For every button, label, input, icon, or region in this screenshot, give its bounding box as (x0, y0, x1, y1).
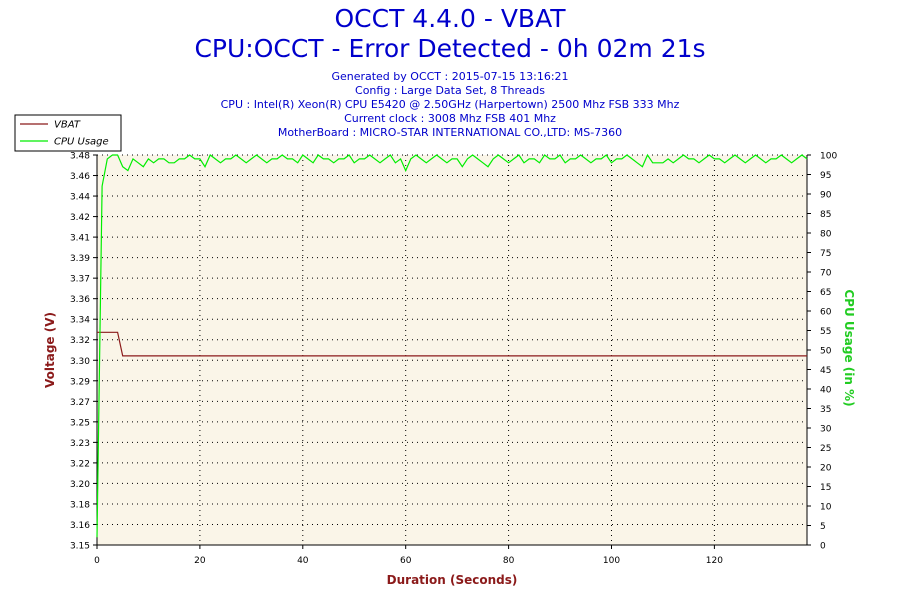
y-right-tick-label: 20 (820, 464, 832, 474)
y-left-tick-label: 3.23 (70, 439, 90, 449)
y-left-tick-label: 3.27 (70, 398, 90, 408)
y-axis-left-label: Voltage (V) (43, 312, 57, 388)
y-left-tick-label: 3.42 (70, 213, 90, 223)
y-left-tick-label: 3.36 (70, 295, 90, 305)
y-right-tick-label: 25 (820, 444, 831, 454)
info-generated: Generated by OCCT : 2015-07-15 13:16:21 (331, 70, 569, 83)
y-left-tick-label: 3.32 (70, 336, 90, 346)
y-left-tick-label: 3.37 (70, 275, 90, 285)
y-left-tick-label: 3.41 (70, 234, 90, 244)
y-right-tick-label: 50 (820, 347, 832, 357)
y-right-tick-label: 85 (820, 210, 831, 220)
chart-subtitle: CPU:OCCT - Error Detected - 0h 02m 21s (194, 34, 706, 63)
y-left-tick-label: 3.16 (70, 521, 90, 531)
y-right-tick-label: 75 (820, 249, 831, 259)
info-cpu: CPU : Intel(R) Xeon(R) CPU E5420 @ 2.50G… (220, 98, 680, 111)
series-line-vbat (97, 331, 807, 357)
y-right-tick-label: 60 (820, 308, 832, 318)
y-left-tick-label: 3.46 (70, 172, 90, 182)
y-right-tick-label: 80 (820, 230, 832, 240)
y-right-tick-label: 15 (820, 483, 831, 493)
y-right-tick-label: 90 (820, 191, 832, 201)
y-left-tick-label: 3.29 (70, 377, 90, 387)
chart-title: OCCT 4.4.0 - VBAT (334, 4, 566, 33)
legend-label-cpu-usage: CPU Usage (54, 137, 109, 148)
y-right-tick-label: 95 (820, 171, 831, 181)
series-line-cpu-usage (96, 153, 808, 538)
y-left-tick-label: 3.34 (70, 316, 90, 326)
legend-box (14, 114, 122, 152)
info-clock: Current clock : 3008 Mhz FSB 401 Mhz (344, 112, 556, 125)
y-right-tick-label: 30 (820, 425, 832, 435)
x-tick-label: 60 (400, 556, 412, 566)
x-tick-label: 120 (706, 556, 723, 566)
y-right-tick-label: 5 (820, 522, 826, 532)
y-right-tick-label: 55 (820, 327, 831, 337)
y-right-tick-label: 65 (820, 288, 831, 298)
legend-label-vbat: VBAT (54, 120, 81, 131)
y-right-tick-label: 100 (820, 152, 837, 162)
y-right-tick-label: 45 (820, 366, 831, 376)
info-config: Config : Large Data Set, 8 Threads (355, 84, 545, 97)
y-right-tick-label: 35 (820, 405, 831, 415)
y-left-tick-label: 3.20 (70, 480, 90, 490)
y-left-tick-label: 3.39 (70, 254, 90, 264)
y-left-tick-label: 3.25 (70, 418, 90, 428)
legend: VBAT CPU Usage (14, 114, 122, 152)
x-tick-label: 100 (603, 556, 620, 566)
y-right-tick-label: 40 (820, 386, 832, 396)
y-right-tick-label: 0 (820, 542, 826, 552)
plot-area (97, 155, 807, 545)
y-left-tick-label: 3.48 (70, 152, 90, 162)
series-group (96, 153, 808, 538)
y-axis-right-label: CPU Usage (in %) (842, 289, 856, 406)
tick-labels: 3.15 3.16 3.18 3.20 3.22 3.23 3.25 3.27 3.29 3.30… (70, 152, 837, 567)
x-tick-label: 40 (297, 556, 309, 566)
x-tick-label: 20 (194, 556, 206, 566)
y-left-tick-label: 3.44 (70, 193, 90, 203)
y-right-tick-label: 10 (820, 503, 832, 513)
info-motherboard: MotherBoard : MICRO-STAR INTERNATIONAL C… (277, 126, 623, 139)
y-right-tick-label: 70 (820, 269, 832, 279)
x-tick-label: 80 (503, 556, 515, 566)
y-left-tick-label: 3.15 (70, 542, 90, 552)
x-tick-label: 0 (94, 556, 100, 566)
y-left-tick-label: 3.18 (70, 500, 90, 510)
y-left-tick-label: 3.22 (70, 459, 90, 469)
x-axis-label: Duration (Seconds) (387, 573, 518, 587)
y-left-tick-label: 3.30 (70, 357, 90, 367)
grid-lines (97, 154, 807, 545)
